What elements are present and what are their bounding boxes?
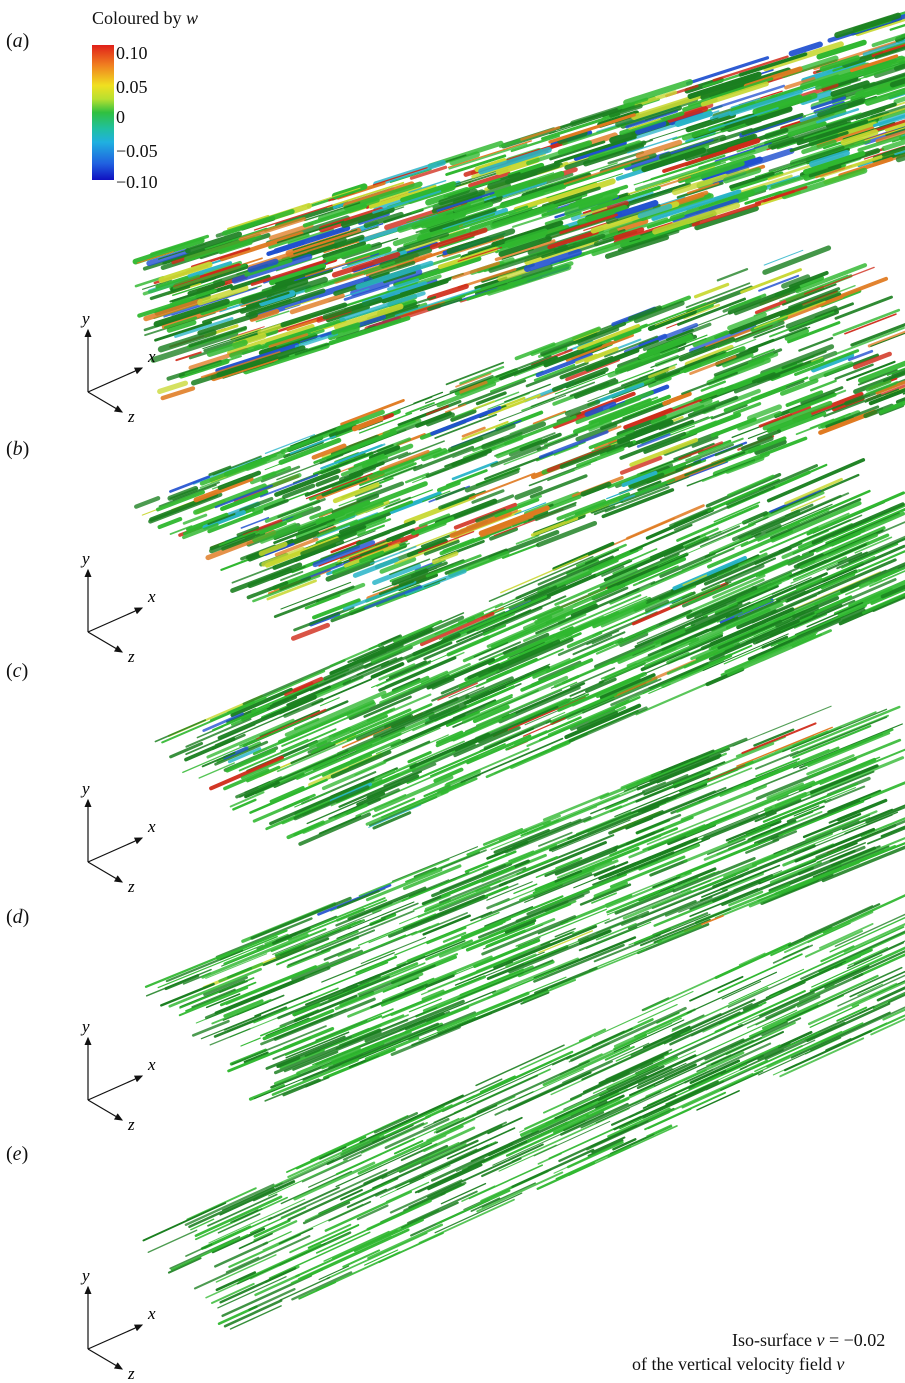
axis-y-label: y xyxy=(80,550,90,568)
colorbar-tick: 0 xyxy=(116,107,125,127)
panel-c-isosurface xyxy=(154,458,905,846)
colorbar-tick: 0.10 xyxy=(116,43,148,63)
axis-z-label: z xyxy=(127,1115,135,1133)
axis-x-label: x xyxy=(147,817,156,836)
axis-x-label: x xyxy=(147,1304,156,1323)
axis-triad-e: y x z xyxy=(80,1267,156,1382)
axis-triad-c: y x z xyxy=(80,780,156,895)
axis-z-label: z xyxy=(127,407,135,425)
panel-label-b: (b) xyxy=(6,438,30,460)
colorbar-tick: −0.10 xyxy=(116,172,158,192)
axis-y-label: y xyxy=(80,1018,90,1036)
axis-x-label: x xyxy=(147,587,156,606)
axis-x-label: x xyxy=(147,1055,156,1074)
colorbar-tick: 0.05 xyxy=(116,77,148,97)
axis-triad-a: y x z xyxy=(80,310,156,425)
annotation-line-2: of the vertical velocity field v xyxy=(632,1354,845,1374)
colorbar-title: Coloured by w xyxy=(92,8,199,28)
axis-y-label: y xyxy=(80,1267,90,1285)
axis-triad-d: y x z xyxy=(80,1018,156,1133)
panel-label-e: (e) xyxy=(6,1143,29,1165)
axis-x-label: x xyxy=(147,347,156,366)
axis-y-label: y xyxy=(80,780,90,798)
panel-e-isosurface xyxy=(142,894,905,1330)
axis-z-label: z xyxy=(127,1364,135,1382)
panel-d-isosurface xyxy=(144,705,905,1102)
panel-b-isosurface xyxy=(134,245,905,641)
axis-z-label: z xyxy=(127,877,135,895)
panel-a-isosurface xyxy=(132,11,905,401)
annotation-line-1: Iso-surface v = −0.02 xyxy=(732,1330,886,1350)
colorbar-tick: −0.05 xyxy=(116,141,158,161)
panel-label-c: (c) xyxy=(6,660,29,682)
axis-z-label: z xyxy=(127,647,135,665)
panel-label-a: (a) xyxy=(6,30,30,52)
axis-y-label: y xyxy=(80,310,90,328)
axis-triad-b: y x z xyxy=(80,550,156,665)
panel-label-d: (d) xyxy=(6,906,30,928)
colorbar xyxy=(92,45,114,180)
